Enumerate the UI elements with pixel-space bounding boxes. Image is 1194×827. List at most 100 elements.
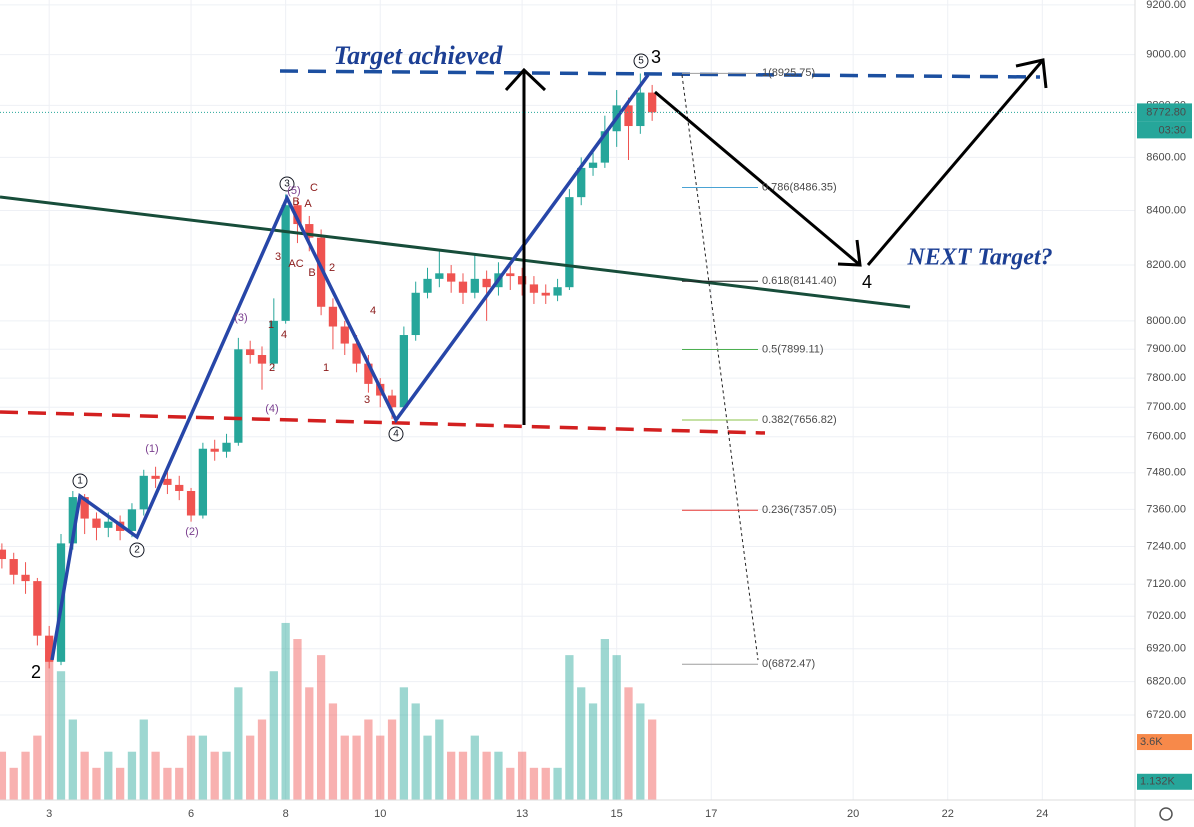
candle-body — [222, 442, 231, 452]
volume-bar — [186, 735, 196, 800]
volume-bar — [269, 671, 278, 800]
y-tick-label: 6720.00 — [1146, 709, 1186, 721]
x-tick-label: 22 — [942, 808, 954, 820]
countdown-tag — [1137, 121, 1192, 139]
annotation: (5) — [287, 185, 300, 197]
fib-label: 0.5(7899.11) — [762, 343, 824, 355]
candle-body — [45, 635, 54, 662]
annotation: 3 — [364, 394, 370, 406]
candle-body — [565, 197, 574, 288]
fib-label: 0.236(7357.05) — [762, 504, 837, 516]
x-tick-label: 3 — [46, 808, 52, 820]
trend-line — [0, 195, 911, 309]
volume-bar — [612, 655, 621, 800]
y-tick-label: 7700.00 — [1146, 401, 1186, 413]
annotation: 1 — [268, 319, 274, 331]
y-tick-label: 7020.00 — [1146, 610, 1186, 622]
annotation: (1) — [145, 443, 158, 455]
candle-body — [364, 363, 373, 384]
fib-trend — [681, 74, 759, 661]
volume-bar — [506, 767, 515, 800]
settings-icon[interactable] — [1159, 807, 1173, 821]
target-line — [279, 69, 1041, 79]
fib-label: 0(6872.47) — [762, 658, 815, 670]
volume-marker — [1137, 734, 1192, 751]
annotation: B — [308, 267, 315, 279]
annotation: NEXT Target? — [906, 245, 1052, 271]
candle-body — [0, 549, 7, 560]
volume-bar — [387, 719, 397, 800]
candle-body — [305, 224, 314, 238]
candle-body — [92, 518, 101, 528]
volume-bar — [553, 767, 562, 800]
annotation: 1 — [77, 476, 83, 487]
volume-marker-label: 1.132K — [1140, 776, 1176, 788]
candle-body — [80, 497, 89, 519]
annotation: (4) — [265, 403, 278, 415]
candle-body — [139, 475, 148, 510]
volume-bar — [210, 751, 219, 800]
wave-circle — [388, 426, 404, 442]
candle-body — [68, 497, 77, 544]
candle-body — [21, 574, 30, 582]
volume-bar — [163, 767, 172, 800]
x-tick-label: 10 — [374, 808, 386, 820]
annotation: (3) — [234, 312, 247, 324]
arrow-up-right — [866, 59, 1045, 266]
annotation: 3 — [275, 251, 281, 263]
y-tick-label: 8000.00 — [1146, 315, 1186, 327]
candle-body — [482, 278, 491, 288]
candle-body — [517, 276, 527, 285]
y-tick-label: 7800.00 — [1146, 372, 1186, 384]
volume-bar — [399, 687, 409, 800]
candle-body — [340, 326, 349, 344]
annotation: (2) — [185, 526, 198, 538]
volume-bar — [257, 719, 267, 800]
annotation: 3 — [284, 179, 290, 190]
x-tick-label: 6 — [188, 808, 194, 820]
wave-circle — [72, 473, 88, 489]
annotation: 5 — [638, 56, 644, 67]
y-tick-label: 7600.00 — [1146, 431, 1186, 443]
volume-bar — [151, 751, 160, 800]
candle-body — [33, 581, 42, 636]
volume-bar — [127, 751, 137, 800]
wave-zigzag — [50, 73, 650, 661]
annotation: 4 — [281, 329, 287, 341]
fib-label: 1(8925.75) — [762, 67, 815, 79]
annotation: Target achieved — [334, 41, 504, 70]
y-tick-label: 9200.00 — [1146, 0, 1186, 11]
candle-body — [423, 278, 432, 293]
volume-bar — [281, 622, 290, 800]
candle-body — [636, 92, 645, 127]
candle-body — [577, 167, 586, 198]
volume-bar — [494, 751, 503, 800]
annotation: 2 — [31, 662, 41, 682]
candle-body — [447, 273, 456, 282]
volume-bar — [234, 687, 243, 800]
annotation: 2 — [329, 262, 335, 274]
volume-bar — [529, 767, 539, 800]
volume-bar — [45, 655, 54, 800]
volume-marker-label: 3.6K — [1140, 736, 1163, 748]
candle-body — [175, 484, 184, 491]
annotation: 3 — [651, 47, 661, 67]
volume-bar — [600, 639, 609, 800]
volume-marker — [1137, 773, 1192, 790]
candle-body — [257, 355, 267, 364]
volume-bar — [56, 671, 66, 800]
candle-body — [127, 509, 137, 531]
candle-body — [9, 559, 18, 575]
y-tick-label: 7240.00 — [1146, 540, 1186, 552]
annotation: 2 — [269, 362, 275, 374]
volume-bar — [9, 767, 18, 800]
y-tick-label: 7900.00 — [1146, 343, 1186, 355]
volume-bar — [376, 735, 385, 800]
volume-bar — [364, 719, 373, 800]
y-tick-label: 6920.00 — [1146, 643, 1186, 655]
fib-label: 0.786(8486.35) — [762, 181, 837, 193]
annotation: B — [292, 196, 299, 208]
candle-body — [529, 284, 539, 293]
last-price-tag — [1137, 103, 1192, 122]
volume-bar — [115, 767, 125, 800]
